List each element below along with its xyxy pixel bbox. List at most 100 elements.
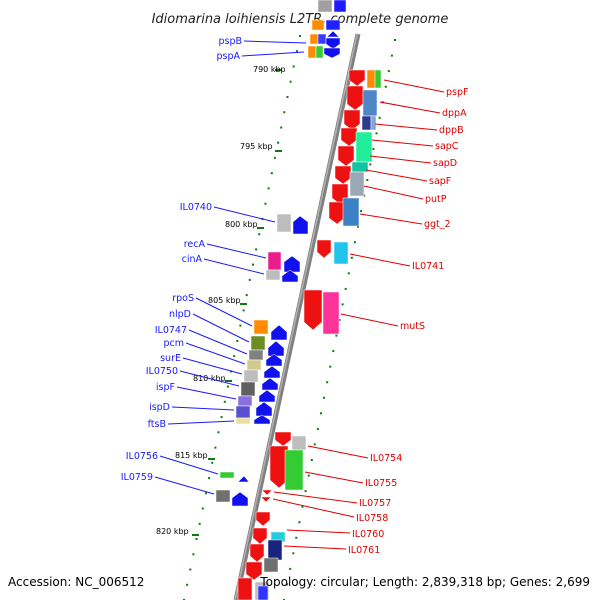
tick-dot [304, 490, 307, 493]
scale-label: 790 kbp [253, 65, 286, 74]
gene-label-IL0758[interactable]: IL0758 [356, 513, 388, 524]
gene-label-pspA[interactable]: pspA [216, 51, 240, 62]
tick-dot [252, 263, 254, 266]
tick-dot [387, 70, 390, 73]
leader-line [182, 357, 243, 375]
tick-dot [292, 552, 295, 555]
tick-dot [372, 147, 375, 150]
gene-label-cinA[interactable]: cinA [182, 254, 203, 265]
gene-label-pspF[interactable]: pspF [446, 87, 468, 98]
gene-label-IL0741[interactable]: IL0741 [412, 261, 444, 272]
tick-dot [277, 141, 280, 144]
gene-block [263, 557, 279, 573]
gene-block [351, 161, 369, 173]
gene-arrow [303, 289, 323, 331]
tick-dot [350, 256, 353, 259]
gene-label-IL0750[interactable]: IL0750 [146, 366, 178, 377]
gene-label-nlpD[interactable]: nlpD [169, 309, 191, 320]
leader-line [365, 169, 428, 182]
gene-label-IL0760[interactable]: IL0760 [352, 529, 384, 540]
tick-dot [307, 474, 310, 477]
gene-label-putP[interactable]: putP [425, 194, 447, 205]
leader-line [340, 313, 399, 327]
tick-dot [189, 568, 192, 571]
leader-line [243, 40, 307, 44]
gene-block [237, 395, 253, 407]
leader-line [179, 370, 240, 387]
gene-label-IL0761[interactable]: IL0761 [348, 545, 380, 556]
tick-dot [258, 233, 261, 236]
topology-text: Topology: circular; Length: 2,839,318 bp… [259, 575, 590, 589]
tick-dot [283, 111, 286, 114]
tick-dot [299, 35, 301, 37]
gene-arrow [343, 109, 361, 131]
tick-dot [316, 427, 319, 430]
gene-arrow [258, 389, 276, 403]
gene-block [322, 291, 340, 335]
gene-block [215, 489, 231, 503]
leader-line [371, 139, 434, 147]
gene-label-ispD[interactable]: ispD [149, 402, 170, 413]
gene-label-sapC[interactable]: sapC [435, 141, 459, 152]
gene-label-dppA[interactable]: dppA [442, 108, 467, 119]
leader-line [286, 529, 351, 534]
tick-dot [186, 583, 189, 586]
gene-label-IL0740[interactable]: IL0740 [180, 202, 212, 213]
gene-label-sapD[interactable]: sapD [433, 158, 457, 169]
gene-label-ggt_2[interactable]: ggt_2 [424, 219, 451, 230]
leader-line [363, 185, 424, 200]
gene-label-rpoS[interactable]: rpoS [172, 293, 194, 304]
leader-line [374, 123, 438, 131]
gene-block [333, 0, 347, 13]
leader-line [307, 445, 369, 459]
gene-arrow [260, 496, 272, 503]
gene-label-IL0755[interactable]: IL0755 [365, 478, 397, 489]
scale-label: 800 kbp [225, 220, 258, 229]
gene-block [362, 89, 378, 117]
gene-block [370, 115, 377, 131]
tick-dot [286, 583, 289, 586]
gene-label-pspB[interactable]: pspB [218, 36, 242, 47]
tick-dot [214, 446, 217, 449]
gene-label-pcm[interactable]: pcm [163, 338, 184, 349]
gene-block [307, 45, 317, 59]
gene-label-ispF[interactable]: ispF [156, 382, 175, 393]
tick-dot [208, 477, 211, 480]
tick-dot [204, 492, 207, 495]
tick-dot [242, 309, 245, 312]
gene-arrow [249, 543, 265, 563]
gene-label-IL0759[interactable]: IL0759 [121, 472, 153, 483]
genome-backbone [233, 33, 361, 600]
tick-dot [313, 443, 316, 446]
gene-arrow [255, 511, 271, 527]
tick-dot [360, 210, 363, 213]
tick-dot [201, 507, 204, 510]
gene-label-sapF[interactable]: sapF [429, 176, 451, 187]
gene-block [235, 405, 251, 419]
gene-arrow [283, 255, 301, 273]
tick-dot [357, 225, 359, 228]
tick-dot [338, 319, 341, 321]
gene-label-mutS[interactable]: mutS [400, 321, 425, 332]
gene-label-IL0756[interactable]: IL0756 [126, 451, 158, 462]
gene-label-ftsB[interactable]: ftsB [148, 419, 166, 430]
gene-block [317, 0, 333, 13]
leader-line [167, 420, 235, 425]
leader-line [369, 155, 432, 164]
gene-label-IL0757[interactable]: IL0757 [359, 498, 391, 509]
leader-line [188, 329, 248, 355]
tick-dot [223, 400, 226, 403]
leader-line [192, 313, 250, 343]
gene-label-IL0754[interactable]: IL0754 [370, 453, 402, 464]
tick-dot [273, 156, 276, 159]
gene-arrow [326, 30, 340, 38]
gene-label-dppB[interactable]: dppB [439, 125, 464, 136]
leader-line [283, 545, 347, 550]
scale-label: 805 kbp [208, 296, 241, 305]
gene-label-recA[interactable]: recA [184, 239, 206, 250]
gene-block [333, 241, 349, 265]
right-tick-track [283, 39, 396, 600]
gene-label-surE[interactable]: surE [160, 353, 181, 364]
tick-dot [217, 431, 220, 434]
gene-label-IL0747[interactable]: IL0747 [155, 325, 187, 336]
